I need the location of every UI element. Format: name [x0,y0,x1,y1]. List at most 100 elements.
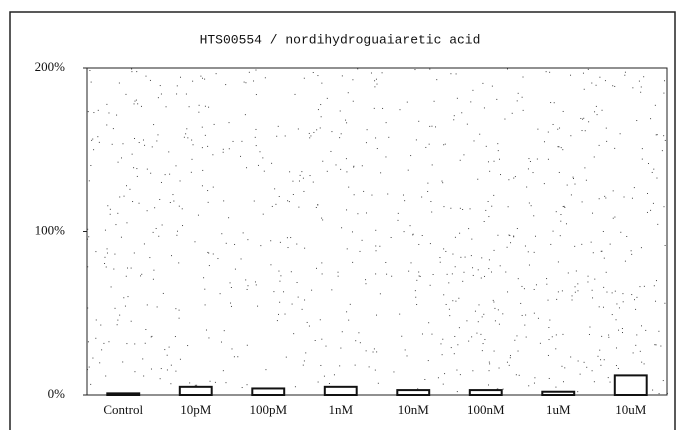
speckle [477,178,479,180]
speckle [156,140,158,142]
speckle [341,227,343,229]
speckle [331,131,333,133]
speckle [508,234,510,236]
speckle [146,304,148,306]
speckle [419,275,421,277]
speckle [246,344,248,346]
speckle [135,99,137,101]
speckle [601,250,603,252]
speckle [302,177,304,179]
speckle [194,384,196,386]
speckle [421,333,423,335]
speckle [553,102,555,104]
speckle [418,243,420,245]
speckle [429,243,431,245]
speckle [337,271,339,273]
speckle [577,290,579,292]
speckle [290,271,292,273]
speckle [169,173,171,175]
speckle [493,301,495,303]
speckle [552,230,554,232]
speckle [152,278,154,280]
speckle [591,370,593,372]
speckle [175,370,177,372]
speckle [207,251,209,253]
speckle [169,202,171,204]
speckle [609,243,611,245]
speckle [151,335,153,337]
speckle [487,384,489,386]
speckle [403,231,405,233]
speckle [615,365,617,367]
speckle [454,266,456,268]
speckle [87,228,89,230]
speckle [138,202,140,204]
speckle [207,190,209,192]
speckle [387,193,389,195]
speckle [280,275,282,277]
speckle [153,269,155,271]
speckle [346,311,348,313]
speckle [513,235,515,237]
speckle [278,313,280,315]
speckle [302,364,304,366]
bar [396,389,431,397]
speckle [285,356,287,358]
speckle [373,348,375,350]
speckle [574,291,576,293]
speckle [115,224,117,226]
speckle [615,347,617,349]
speckle [397,219,399,221]
speckle [315,206,317,208]
speckle [142,358,144,360]
speckle [598,144,600,146]
speckle [524,245,526,247]
speckle [245,279,247,281]
speckle [664,139,666,141]
speckle [393,371,395,373]
speckle [358,332,360,334]
speckle [172,194,174,196]
speckle [521,285,523,287]
speckle [353,165,355,167]
speckle [636,296,638,298]
speckle [582,72,584,74]
speckle [376,351,378,353]
speckle [229,282,231,284]
speckle [598,198,600,200]
speckle [474,310,476,312]
speckle [255,69,257,71]
speckle [590,241,592,243]
speckle [598,306,600,308]
speckle [621,332,623,334]
speckle [198,111,200,113]
speckle [643,76,645,78]
x-tick-label: 100pM [249,402,287,417]
speckle [460,256,462,258]
speckle [402,194,404,196]
speckle [488,361,490,363]
speckle [116,114,118,116]
speckle [118,82,120,84]
speckle [499,265,501,267]
speckle [624,71,626,73]
speckle [570,74,572,76]
speckle [223,330,225,332]
speckle [164,174,166,176]
speckle [156,306,158,308]
speckle [278,195,280,197]
speckle [654,344,656,346]
speckle [635,308,637,310]
speckle [603,359,605,361]
speckle [453,115,455,117]
speckle [317,75,319,77]
speckle [346,209,348,211]
speckle [303,360,305,362]
speckle [487,161,489,163]
speckle [559,235,561,237]
speckle [340,168,342,170]
speckle [376,83,378,85]
speckle [560,147,562,149]
speckle [575,270,577,272]
speckle [204,134,206,136]
